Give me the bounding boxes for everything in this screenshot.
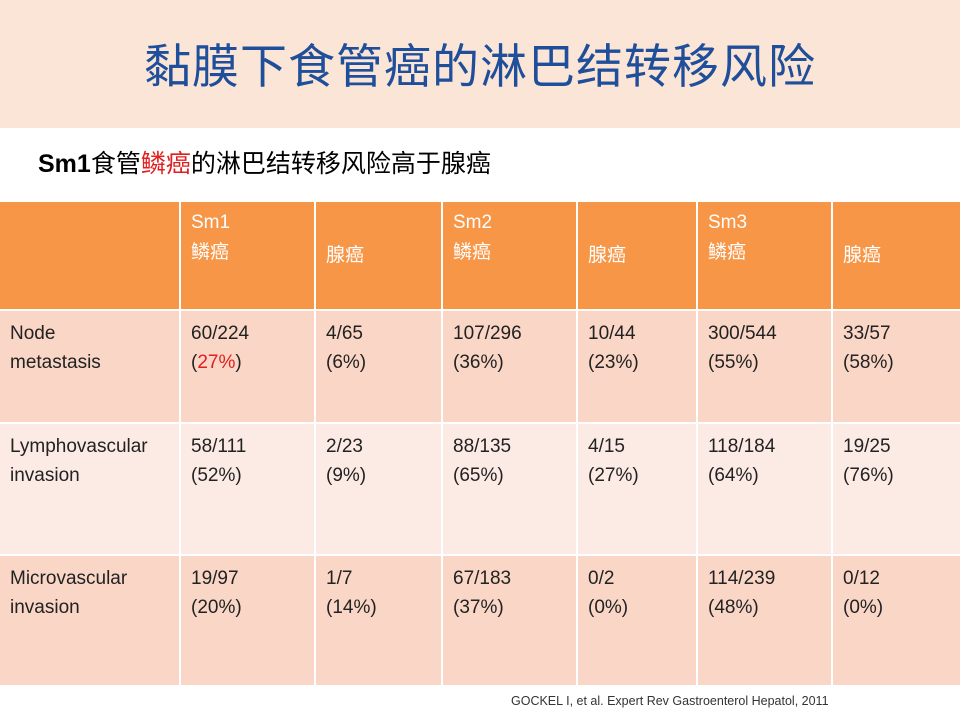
cell-count: 33/57 <box>843 323 891 344</box>
row-label: Microvascular invasion <box>0 555 181 687</box>
header-type-label: 腺癌 <box>843 244 882 266</box>
header-type-label: 腺癌 <box>326 244 365 266</box>
title-band <box>0 0 960 128</box>
header-type-label: 腺癌 <box>588 244 627 266</box>
cell-count: 19/25 <box>843 436 891 457</box>
cell-percent: (0%) <box>843 597 884 618</box>
header-cell-sm1-scc: Sm1 鳞癌 <box>180 202 316 311</box>
cell-count: 10/44 <box>588 323 636 344</box>
table-cell: 300/544 (55%) <box>697 310 833 424</box>
cell-count: 107/296 <box>453 323 522 344</box>
table-cell: 107/296 (36%) <box>442 310 578 424</box>
table-row-microvascular-invasion: Microvascular invasion 19/97 (20%) 1/7 (… <box>0 555 960 687</box>
header-group-label: Sm1 <box>191 212 231 233</box>
table-cell: 1/7 (14%) <box>315 555 443 687</box>
header-type-label: 鳞癌 <box>453 242 492 263</box>
cell-count: 114/239 <box>708 568 776 589</box>
cell-count: 300/544 <box>708 323 777 344</box>
table-cell: 60/224 (27%) <box>180 310 316 424</box>
table-cell: 88/135 (65%) <box>442 423 578 556</box>
row-label: Node metastasis <box>0 310 181 424</box>
cell-percent: (64%) <box>708 465 759 486</box>
cell-percent: (55%) <box>708 352 759 373</box>
cell-count: 88/135 <box>453 436 512 457</box>
table-row-lymphovascular-invasion: Lymphovascular invasion 58/111 (52%) 2/2… <box>0 423 960 556</box>
cell-count: 0/12 <box>843 568 880 589</box>
cell-count: 118/184 <box>708 436 776 457</box>
header-cell-sm2-scc: Sm2 鳞癌 <box>442 202 578 311</box>
cell-count: 67/183 <box>453 568 512 589</box>
row-label-line: invasion <box>10 597 80 618</box>
table-header-row: Sm1 鳞癌 腺癌 Sm2 鳞癌 腺癌 Sm3 鳞癌 腺癌 <box>0 202 960 311</box>
cell-count: 4/65 <box>326 323 363 344</box>
table-cell: 4/65 (6%) <box>315 310 443 424</box>
header-group-label: Sm2 <box>453 212 493 233</box>
row-label-line: Lymphovascular <box>10 436 148 457</box>
subtitle-prefix: Sm1 <box>38 150 91 178</box>
table-cell: 58/111 (52%) <box>180 423 316 556</box>
cell-count: 0/2 <box>588 568 615 589</box>
subtitle-part1: 食管 <box>90 149 141 178</box>
cell-percent: (65%) <box>453 465 504 486</box>
cell-percent: (23%) <box>588 352 639 373</box>
row-label: Lymphovascular invasion <box>0 423 181 556</box>
cell-percent: (20%) <box>191 597 242 618</box>
header-group-label: Sm3 <box>708 212 748 233</box>
subtitle-part2: 的淋巴结转移风险高于腺癌 <box>190 149 491 178</box>
cell-percent: (0%) <box>588 597 629 618</box>
header-type-label: 鳞癌 <box>708 242 747 263</box>
table-cell: 33/57 (58%) <box>832 310 960 424</box>
cell-percent: (36%) <box>453 352 504 373</box>
table-cell: 0/2 (0%) <box>577 555 698 687</box>
citation: GOCKEL I, et al. Expert Rev Gastroentero… <box>511 694 829 708</box>
header-type-label: 鳞癌 <box>191 242 230 263</box>
cell-percent: (9%) <box>326 465 367 486</box>
cell-percent: (6%) <box>326 352 367 373</box>
header-cell-sm1-adeno: 腺癌 <box>315 202 443 311</box>
cell-count: 2/23 <box>326 436 363 457</box>
table-cell: 0/12 (0%) <box>832 555 960 687</box>
subtitle-highlight: 鳞癌 <box>140 149 191 178</box>
table-cell: 19/25 (76%) <box>832 423 960 556</box>
table-cell: 114/239 (48%) <box>697 555 833 687</box>
cell-percent: (48%) <box>708 597 759 618</box>
cell-percent: (76%) <box>843 465 894 486</box>
cell-percent: (58%) <box>843 352 894 373</box>
metastasis-table: Sm1 鳞癌 腺癌 Sm2 鳞癌 腺癌 Sm3 鳞癌 腺癌 <box>0 202 960 687</box>
table-cell: 67/183 (37%) <box>442 555 578 687</box>
table-cell: 10/44 (23%) <box>577 310 698 424</box>
cell-count: 19/97 <box>191 568 239 589</box>
cell-percent: (37%) <box>453 597 504 618</box>
table-row-node-metastasis: Node metastasis 60/224 (27%) 4/65 (6%) 1… <box>0 310 960 424</box>
cell-percent: (27%) <box>191 352 242 373</box>
cell-percent: (27%) <box>588 465 639 486</box>
slide-title: 黏膜下食管癌的淋巴结转移风险 <box>144 40 816 95</box>
cell-count: 1/7 <box>326 568 353 589</box>
row-label-line: metastasis <box>10 352 101 373</box>
cell-percent-highlight: 27% <box>197 352 236 373</box>
cell-percent: (14%) <box>326 597 377 618</box>
slide-subtitle: Sm1食管鳞癌的淋巴结转移风险高于腺癌 <box>38 144 491 180</box>
table-cell: 4/15 (27%) <box>577 423 698 556</box>
row-label-line: Microvascular <box>10 568 128 589</box>
header-cell-sm3-adeno: 腺癌 <box>832 202 960 311</box>
header-cell-empty <box>0 202 181 311</box>
row-label-line: Node <box>10 323 56 344</box>
header-cell-sm2-adeno: 腺癌 <box>577 202 698 311</box>
cell-count: 60/224 <box>191 323 250 344</box>
cell-count: 4/15 <box>588 436 625 457</box>
table-cell: 19/97 (20%) <box>180 555 316 687</box>
row-label-line: invasion <box>10 465 80 486</box>
cell-count: 58/111 <box>191 436 247 457</box>
cell-percent: (52%) <box>191 465 242 486</box>
table-cell: 2/23 (9%) <box>315 423 443 556</box>
header-cell-sm3-scc: Sm3 鳞癌 <box>697 202 833 311</box>
table-cell: 118/184 (64%) <box>697 423 833 556</box>
